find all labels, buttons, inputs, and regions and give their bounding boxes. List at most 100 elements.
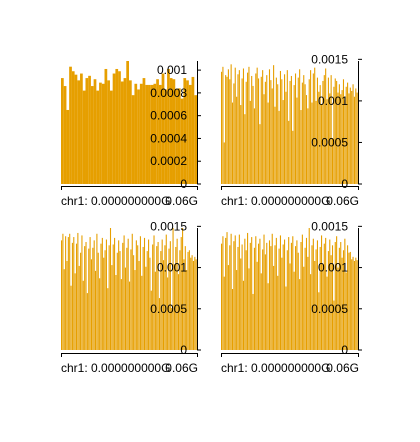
data-bar	[124, 267, 127, 350]
data-bar	[97, 252, 99, 350]
data-bar	[268, 69, 271, 184]
data-bar	[172, 79, 176, 184]
y-tick-label: 0.0002	[150, 154, 187, 168]
data-bar	[285, 286, 287, 350]
data-bar	[323, 243, 325, 350]
x-axis-label-end: 0.06G	[165, 194, 198, 208]
data-bar	[96, 233, 98, 350]
data-bar	[90, 259, 93, 350]
data-bar	[75, 243, 78, 350]
data-bar	[89, 237, 91, 350]
data-bar	[318, 91, 320, 184]
data-bar	[268, 240, 271, 350]
data-bar	[242, 68, 245, 184]
data-bar	[248, 268, 250, 350]
data-bar	[109, 90, 113, 184]
data-bar	[123, 235, 125, 350]
data-bar	[156, 246, 158, 350]
data-bar	[127, 238, 129, 350]
data-bar	[164, 89, 168, 184]
data-bar	[95, 270, 97, 350]
data-bar	[329, 93, 331, 184]
data-bar	[78, 265, 80, 350]
data-bar	[244, 238, 246, 350]
y-tick-label: 0.0015	[311, 219, 348, 233]
y-tick-label: 0.001	[318, 94, 348, 108]
data-bar	[184, 246, 186, 350]
data-bar	[316, 240, 318, 350]
data-bar	[286, 250, 288, 350]
data-bar	[129, 80, 132, 184]
data-bar	[270, 80, 272, 184]
data-bar	[173, 264, 175, 350]
data-bar	[157, 242, 159, 350]
data-bar	[290, 242, 292, 350]
data-bar	[349, 251, 351, 350]
data-bar	[169, 78, 173, 184]
data-bar	[118, 71, 121, 184]
data-bar	[161, 73, 165, 184]
data-bar	[230, 64, 232, 184]
data-bar	[141, 275, 143, 350]
data-bar	[168, 248, 170, 350]
data-bar	[112, 73, 116, 184]
data-bar	[234, 235, 236, 350]
data-bar	[336, 236, 338, 350]
data-bar	[177, 88, 181, 184]
data-bar	[275, 77, 277, 184]
data-bar	[164, 245, 166, 350]
data-bar	[325, 68, 327, 184]
data-bar	[322, 264, 324, 350]
data-bar	[297, 77, 299, 184]
y-tick-label: 0	[180, 177, 187, 191]
data-bar	[131, 233, 133, 350]
data-bar	[192, 260, 195, 350]
data-bar	[183, 78, 187, 184]
data-bar	[222, 236, 224, 350]
data-bar	[308, 79, 310, 184]
data-bar	[61, 78, 64, 184]
data-bar	[100, 243, 102, 350]
data-bar	[145, 266, 147, 350]
data-bar	[294, 246, 297, 350]
data-bar	[80, 73, 83, 184]
data-bar	[348, 252, 350, 350]
data-bar	[186, 270, 188, 350]
data-bar	[175, 246, 177, 350]
data-bar	[260, 273, 262, 350]
data-bar	[69, 66, 72, 184]
data-bar	[303, 75, 305, 184]
data-bar	[153, 83, 157, 184]
x-axis-label-start: chr1: 0.000000000G	[61, 194, 170, 208]
data-bar	[252, 85, 254, 184]
data-bar	[345, 272, 347, 350]
data-bar	[310, 274, 312, 350]
data-bar	[256, 67, 258, 184]
data-bar	[223, 276, 225, 350]
data-bar	[315, 249, 317, 350]
data-bar	[249, 100, 251, 184]
data-bar	[338, 84, 340, 184]
data-bar	[253, 247, 255, 350]
data-bar	[130, 249, 132, 350]
data-bar	[342, 250, 345, 350]
data-bar	[259, 124, 261, 184]
data-bar	[241, 244, 243, 350]
data-bar	[138, 260, 140, 350]
data-bar	[347, 245, 349, 350]
data-bar	[351, 90, 353, 184]
data-bar	[172, 228, 174, 350]
chart-panel-2: 0.0015 0.001 0.0005 0 chr1: 0.000000000G0.06…	[221, 52, 362, 208]
data-bar	[333, 300, 335, 350]
data-bar	[221, 243, 223, 350]
data-bar	[85, 78, 89, 184]
data-bar	[336, 80, 338, 184]
data-bar	[122, 242, 124, 350]
data-bar	[288, 120, 290, 184]
data-bar	[116, 252, 118, 350]
data-bar	[288, 237, 290, 350]
data-bar	[315, 100, 317, 184]
data-bar	[104, 68, 108, 184]
data-bar	[353, 260, 355, 350]
